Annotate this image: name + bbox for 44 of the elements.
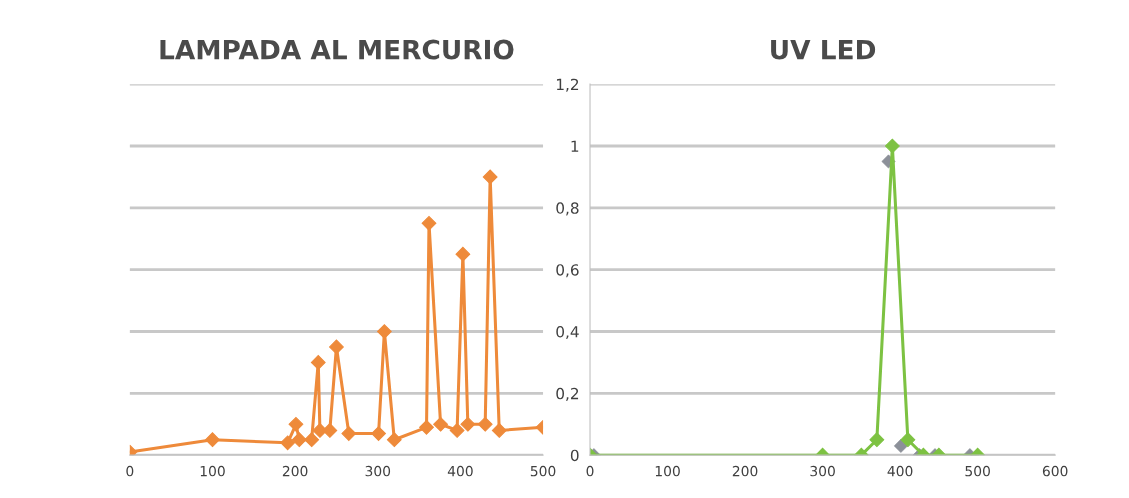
point xyxy=(291,432,307,448)
y-tick-label: 0,2 xyxy=(556,387,579,401)
x-tick-label: 100 xyxy=(200,465,225,477)
point xyxy=(460,416,476,432)
y-tick-label: 0 xyxy=(570,449,579,462)
x-tick-label: 400 xyxy=(447,465,473,477)
point xyxy=(455,246,471,262)
point xyxy=(421,215,437,231)
point xyxy=(341,426,357,441)
x-tick-label: 300 xyxy=(810,465,835,477)
chart-title: UV LED xyxy=(771,39,876,60)
y-tick-label: 1,2 xyxy=(556,78,579,92)
point xyxy=(304,432,320,448)
point xyxy=(491,423,507,438)
point xyxy=(449,423,465,438)
x-tick-label: 400 xyxy=(887,465,913,477)
point xyxy=(280,435,296,451)
x-tick-label: 0 xyxy=(126,465,134,477)
point xyxy=(288,416,304,432)
point xyxy=(884,138,900,154)
chart-title: LAMPADA AL MERCURIO xyxy=(160,39,514,60)
point xyxy=(419,419,434,435)
x-tick-label: 300 xyxy=(365,465,391,477)
x-tick-label: 500 xyxy=(530,465,556,477)
point xyxy=(310,355,326,370)
point xyxy=(477,416,493,432)
point xyxy=(205,432,220,448)
x-tick-label: 200 xyxy=(282,465,308,477)
point xyxy=(329,339,344,355)
y-tick-label: 0,4 xyxy=(556,325,579,340)
point xyxy=(376,324,392,339)
point xyxy=(433,416,448,432)
point xyxy=(371,426,386,441)
x-tick-label: 600 xyxy=(1042,465,1068,477)
point xyxy=(482,169,498,185)
x-tick-label: 100 xyxy=(655,465,680,477)
y-tick-label: 1 xyxy=(571,140,579,152)
point xyxy=(386,432,402,448)
y-tick-label: 0,6 xyxy=(556,264,579,278)
point xyxy=(322,423,338,438)
x-tick-label: 200 xyxy=(732,465,758,477)
x-tick-label: 0 xyxy=(586,465,594,477)
y-tick-label: 0,8 xyxy=(556,202,579,216)
x-tick-label: 500 xyxy=(965,465,990,477)
